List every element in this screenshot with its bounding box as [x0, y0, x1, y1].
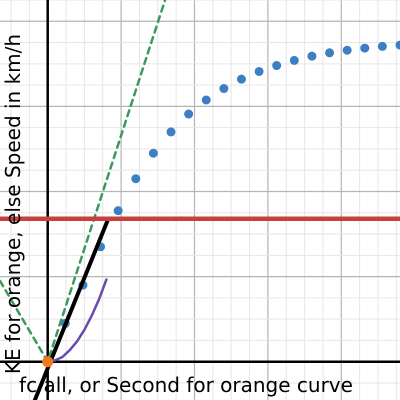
series-0-point — [236, 74, 246, 84]
series-0-point — [148, 148, 158, 158]
x-axis-label: fc all, or Second for orange curve — [19, 373, 353, 397]
series-0-point — [166, 127, 176, 137]
series-0-point — [113, 206, 123, 216]
series-0-point — [325, 48, 335, 58]
series-0-point — [360, 43, 370, 53]
y-axis-label: KE for orange, else Speed in km/h — [1, 34, 25, 374]
series-0-point — [272, 61, 282, 71]
series-0-point — [377, 41, 387, 51]
series-0-point — [184, 109, 194, 119]
series-0-point — [131, 174, 141, 184]
point-layer — [42, 356, 54, 368]
series-3-line — [46, 278, 108, 363]
series-0-point — [307, 51, 317, 61]
series-0-point — [219, 84, 229, 94]
series-0-point — [289, 55, 299, 65]
series-0-point — [395, 40, 400, 50]
highlight-point-0 — [42, 356, 54, 368]
series-0-point — [201, 95, 211, 105]
series-0-point — [254, 66, 264, 76]
series-0-point — [342, 45, 352, 55]
series-2-line — [32, 216, 111, 400]
